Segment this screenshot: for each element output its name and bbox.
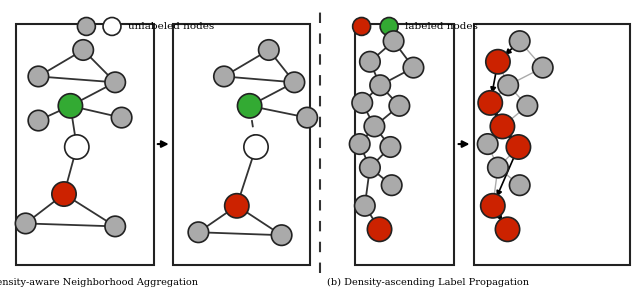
Ellipse shape [532, 57, 553, 78]
Ellipse shape [517, 96, 538, 116]
Ellipse shape [73, 40, 93, 60]
Ellipse shape [284, 72, 305, 93]
Ellipse shape [389, 96, 410, 116]
Bar [16, 24, 154, 265]
Bar [474, 24, 630, 265]
Ellipse shape [28, 66, 49, 87]
Ellipse shape [488, 157, 508, 178]
Ellipse shape [360, 51, 380, 72]
Ellipse shape [355, 196, 375, 216]
Text: (b) Density-ascending Label Propagation: (b) Density-ascending Label Propagation [326, 278, 529, 287]
Ellipse shape [490, 114, 515, 138]
Ellipse shape [498, 75, 518, 96]
Ellipse shape [52, 182, 76, 206]
Ellipse shape [509, 175, 530, 196]
Ellipse shape [383, 31, 404, 51]
Ellipse shape [259, 40, 279, 60]
Ellipse shape [380, 18, 398, 35]
Ellipse shape [105, 72, 125, 93]
Ellipse shape [370, 75, 390, 96]
Ellipse shape [486, 50, 510, 74]
Ellipse shape [214, 66, 234, 87]
Bar [355, 24, 454, 265]
Ellipse shape [65, 135, 89, 159]
Ellipse shape [349, 134, 370, 154]
Ellipse shape [353, 18, 371, 35]
Ellipse shape [360, 157, 380, 178]
Ellipse shape [509, 31, 530, 51]
Ellipse shape [15, 213, 36, 234]
Text: unlabeled nodes: unlabeled nodes [128, 22, 214, 31]
Text: (a) Density-aware Neighborhood Aggregation: (a) Density-aware Neighborhood Aggregati… [0, 278, 198, 287]
Ellipse shape [481, 194, 505, 218]
Ellipse shape [367, 217, 392, 241]
Ellipse shape [352, 93, 372, 113]
Ellipse shape [111, 107, 132, 128]
Ellipse shape [380, 137, 401, 157]
Ellipse shape [364, 116, 385, 137]
Ellipse shape [477, 134, 498, 154]
Text: labeled nodes: labeled nodes [405, 22, 478, 31]
Ellipse shape [103, 18, 121, 35]
Ellipse shape [237, 94, 262, 118]
Ellipse shape [495, 217, 520, 241]
Ellipse shape [403, 57, 424, 78]
Ellipse shape [271, 225, 292, 245]
Ellipse shape [188, 222, 209, 243]
Ellipse shape [58, 94, 83, 118]
Ellipse shape [478, 91, 502, 115]
Ellipse shape [225, 194, 249, 218]
Ellipse shape [28, 110, 49, 131]
Ellipse shape [297, 107, 317, 128]
Ellipse shape [244, 135, 268, 159]
Ellipse shape [381, 175, 402, 196]
Ellipse shape [506, 135, 531, 159]
Ellipse shape [105, 216, 125, 237]
Ellipse shape [77, 18, 95, 35]
Bar [173, 24, 310, 265]
